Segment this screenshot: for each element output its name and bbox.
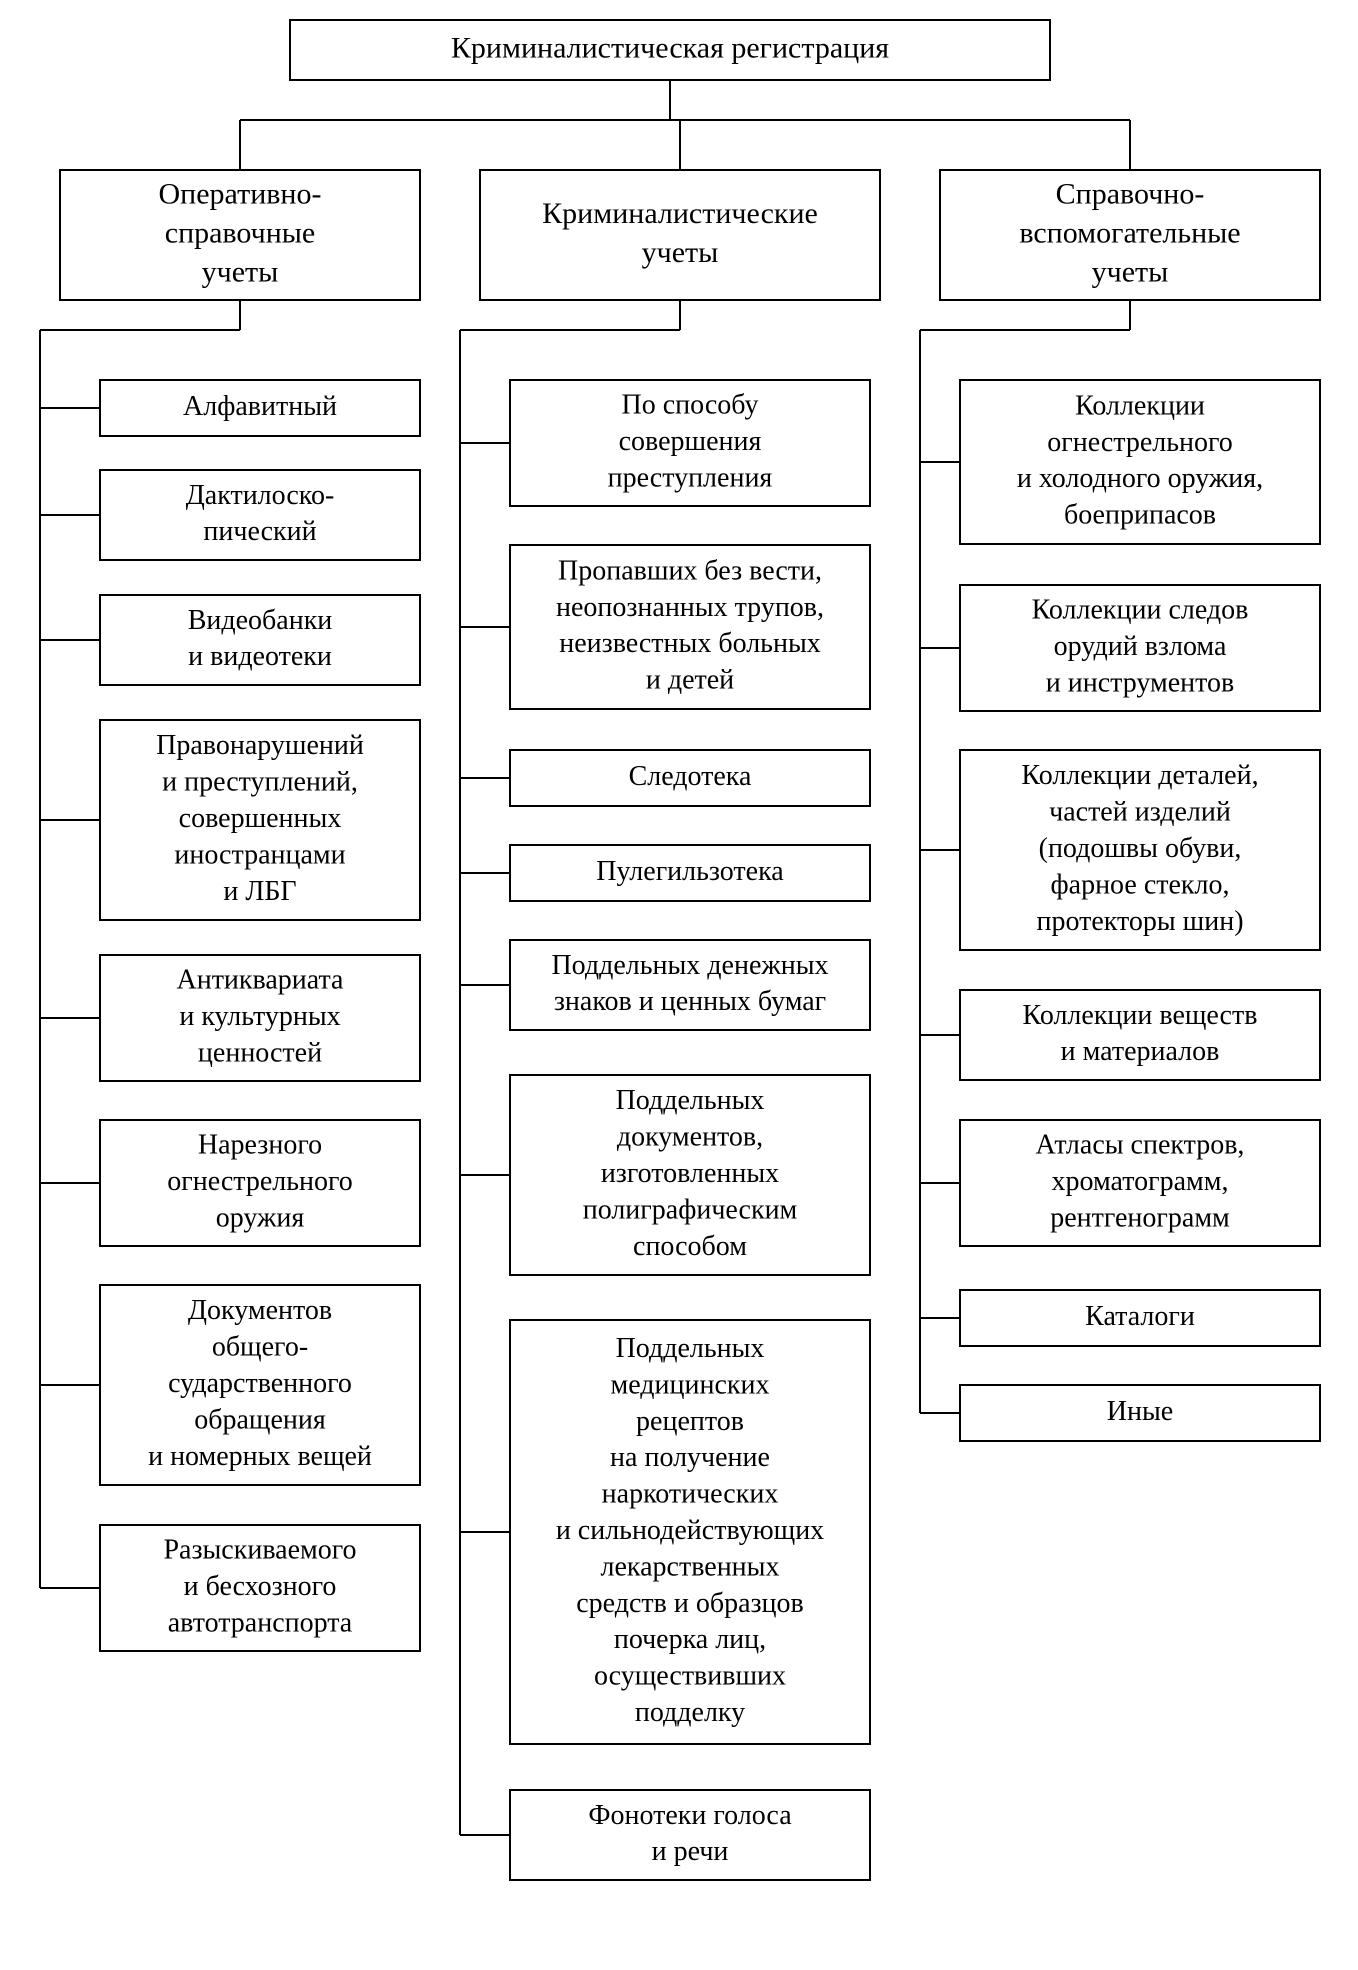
leaf-label: огнестрельного — [1047, 427, 1233, 458]
leaf-label: и холодного оружия, — [1017, 463, 1263, 494]
branch-label: вспомогательные — [1019, 217, 1240, 250]
leaf-label: способом — [633, 1231, 747, 1262]
leaf-label: Пулегильзотека — [596, 856, 784, 887]
leaf-label: и речи — [652, 1836, 729, 1867]
leaf-label: общего- — [212, 1332, 308, 1363]
branch-label: учеты — [642, 236, 719, 269]
branch-label: Криминалистические — [542, 197, 818, 230]
leaf-label: и преступлений, — [162, 767, 358, 798]
leaf-label: Коллекции следов — [1032, 595, 1249, 626]
leaf-label: обращения — [194, 1404, 326, 1435]
leaf-label: Поддельных — [616, 1085, 765, 1116]
branch-label: Справочно- — [1056, 178, 1205, 211]
leaf-label: и сильнодействующих — [556, 1515, 824, 1546]
leaf-label: (подошвы обуви, — [1039, 833, 1242, 864]
branch-label: Оперативно- — [159, 178, 322, 211]
leaf-label: и номерных вещей — [148, 1441, 372, 1472]
leaf-label: неопознанных трупов, — [556, 592, 824, 623]
leaf-label: Коллекции веществ — [1023, 1000, 1258, 1031]
leaf-label: орудий взлома — [1054, 631, 1227, 662]
leaf-label: Иные — [1107, 1396, 1173, 1427]
leaf-label: Антиквариата — [176, 965, 344, 996]
leaf-label: полиграфическим — [583, 1194, 798, 1225]
leaf-label: Фонотеки голоса — [588, 1800, 792, 1831]
leaf-label: ценностей — [198, 1037, 322, 1068]
leaf-label: рентгенограмм — [1050, 1202, 1230, 1233]
leaf-label: медицинских — [611, 1369, 770, 1400]
leaf-label: Нарезного — [198, 1130, 322, 1161]
leaf-label: и материалов — [1061, 1036, 1220, 1067]
leaf-label: неизвестных больных — [559, 628, 821, 659]
leaf-label: Видеобанки — [188, 605, 333, 636]
leaf-label: Коллекции — [1075, 390, 1205, 421]
leaf-label: знаков и ценных бумаг — [554, 986, 826, 1017]
leaf-label: иностранцами — [174, 839, 345, 870]
leaf-label: хроматограмм, — [1052, 1166, 1229, 1197]
leaf-label: и видеотеки — [188, 641, 332, 672]
leaf-label: преступления — [608, 462, 773, 493]
leaf-label: осуществивших — [594, 1661, 786, 1692]
leaf-label: протекторы шин) — [1036, 906, 1243, 937]
leaf-label: наркотических — [602, 1479, 779, 1510]
leaf-label: По способу — [622, 390, 759, 421]
leaf-label: рецептов — [636, 1406, 744, 1437]
leaf-label: на получение — [610, 1442, 770, 1473]
leaf-label: изготовленных — [601, 1158, 779, 1189]
leaf-label: и бесхозного — [184, 1571, 337, 1602]
leaf-label: фарное стекло, — [1051, 869, 1230, 900]
leaf-label: Дактилоско- — [186, 480, 335, 511]
leaf-label: Разыскиваемого — [163, 1535, 356, 1566]
leaf-label: пический — [203, 516, 316, 547]
branch-label: учеты — [202, 256, 279, 289]
leaf-label: документов, — [617, 1122, 763, 1153]
leaf-label: Каталоги — [1085, 1301, 1195, 1332]
hierarchy-diagram: Криминалистическая регистрация Оперативно… — [0, 0, 1358, 1970]
leaf-label: совершенных — [179, 803, 342, 834]
leaf-label: лекарственных — [601, 1551, 780, 1582]
leaf-label: и детей — [646, 665, 734, 696]
branch-label: справочные — [165, 217, 315, 250]
leaf-label: огнестрельного — [167, 1166, 353, 1197]
leaf-label: Пропавших без вести, — [558, 555, 822, 586]
leaf-label: Алфавитный — [183, 391, 337, 422]
leaf-label: частей изделий — [1049, 797, 1231, 828]
leaf-label: и ЛБГ — [223, 876, 296, 907]
leaf-label: оружия — [216, 1202, 305, 1233]
leaf-label: Поддельных денежных — [551, 950, 828, 981]
leaf-label: Документов — [188, 1295, 332, 1326]
leaf-label: и культурных — [179, 1001, 340, 1032]
root-label: Криминалистическая регистрация — [451, 32, 889, 65]
leaf-label: Атласы спектров, — [1036, 1130, 1245, 1161]
leaf-label: средств и образцов — [576, 1588, 804, 1619]
leaf-label: почерка лиц, — [614, 1624, 766, 1655]
leaf-label: Правонарушений — [156, 730, 364, 761]
leaf-label: боеприпасов — [1064, 500, 1216, 531]
leaf-label: подделку — [635, 1697, 745, 1728]
leaf-label: Коллекции деталей, — [1021, 760, 1258, 791]
leaf-label: Следотека — [629, 761, 752, 792]
leaf-label: автотранспорта — [168, 1607, 353, 1638]
leaf-label: сударственного — [168, 1368, 352, 1399]
branch-box — [480, 170, 880, 300]
leaf-label: Поддельных — [616, 1333, 765, 1364]
leaf-label: и инструментов — [1046, 667, 1234, 698]
branch-label: учеты — [1092, 256, 1169, 289]
leaf-label: совершения — [619, 426, 762, 457]
